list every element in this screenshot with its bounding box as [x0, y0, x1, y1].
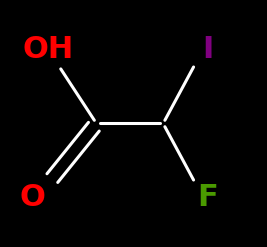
Text: I: I: [202, 35, 213, 64]
Text: O: O: [19, 183, 45, 212]
Text: OH: OH: [23, 35, 74, 64]
Text: F: F: [197, 183, 218, 212]
